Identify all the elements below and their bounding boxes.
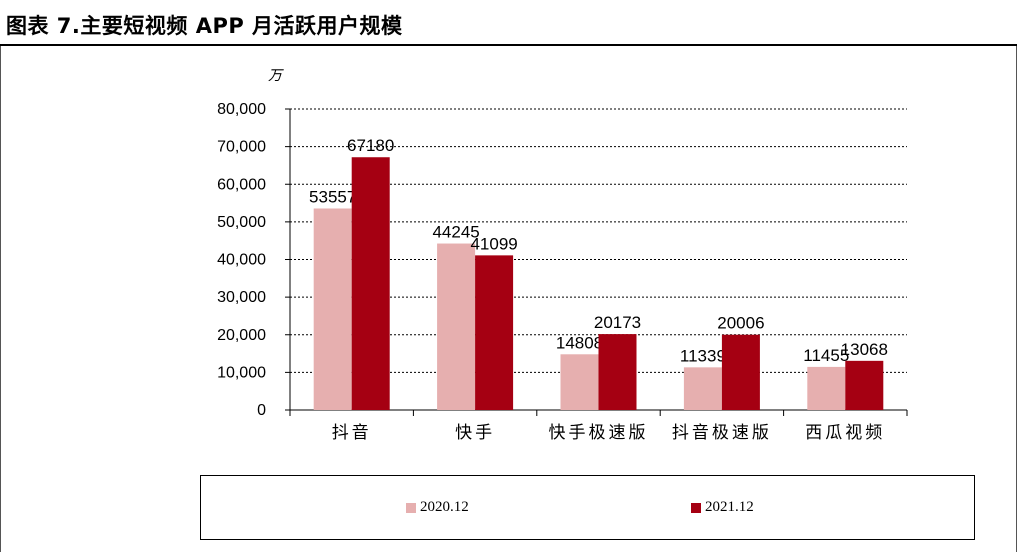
legend-label-2021: 2021.12 (705, 499, 754, 515)
bar-2020 (683, 367, 722, 410)
y-tick-label: 80,000 (217, 101, 266, 118)
bar-2020 (560, 354, 599, 410)
bar-2021 (598, 334, 637, 410)
data-label: 44245 (432, 223, 479, 242)
category-label: 抖音 (332, 423, 372, 443)
bar-2021 (475, 255, 514, 410)
y-tick-label: 70,000 (217, 139, 266, 156)
bar-2021 (721, 334, 760, 410)
category-label: 快手 (455, 423, 495, 443)
bar-2021 (351, 157, 390, 410)
frame-left-border (0, 46, 1, 552)
y-tick-label: 10,000 (217, 364, 266, 381)
data-label: 13068 (841, 340, 888, 359)
bar-2021 (845, 360, 884, 410)
page-title: 图表 7.主要短视频 APP 月活跃用户规模 (6, 14, 403, 38)
title-divider (0, 44, 1017, 46)
data-label: 53557 (309, 187, 356, 206)
legend-swatch-2020 (406, 502, 416, 513)
data-label: 20173 (594, 313, 641, 332)
category-label: 快手极速版 (549, 423, 649, 443)
legend-item-2021: 2021.12 (691, 499, 754, 516)
y-tick-label: 30,000 (217, 289, 266, 306)
bar-2020 (437, 243, 476, 410)
category-label: 西瓜视频 (805, 423, 885, 443)
data-label: 67180 (347, 136, 394, 155)
y-tick-label: 0 (257, 402, 266, 419)
legend-item-2020: 2020.12 (406, 499, 469, 516)
data-label: 11339 (680, 346, 726, 365)
y-tick-label: 50,000 (217, 214, 266, 231)
data-label: 14808 (556, 333, 603, 352)
legend-swatch-2021 (691, 502, 701, 513)
y-tick-label: 20,000 (217, 327, 266, 344)
data-label: 41099 (470, 234, 517, 253)
bar-2020 (807, 366, 846, 410)
y-tick-label: 60,000 (217, 176, 266, 193)
legend-label-2020: 2020.12 (420, 499, 469, 515)
y-unit-label: 万 (268, 68, 284, 84)
data-label: 11455 (803, 346, 849, 365)
y-tick-label: 40,000 (217, 252, 266, 269)
legend: 2020.12 2021.12 (200, 475, 975, 540)
bar-2020 (313, 208, 352, 410)
data-label: 20006 (717, 314, 764, 333)
category-label: 抖音极速版 (672, 423, 772, 443)
bar-chart: 万 0 10,000 20,000 30,000 40,000 50,000 60,000 70… (217, 68, 908, 443)
